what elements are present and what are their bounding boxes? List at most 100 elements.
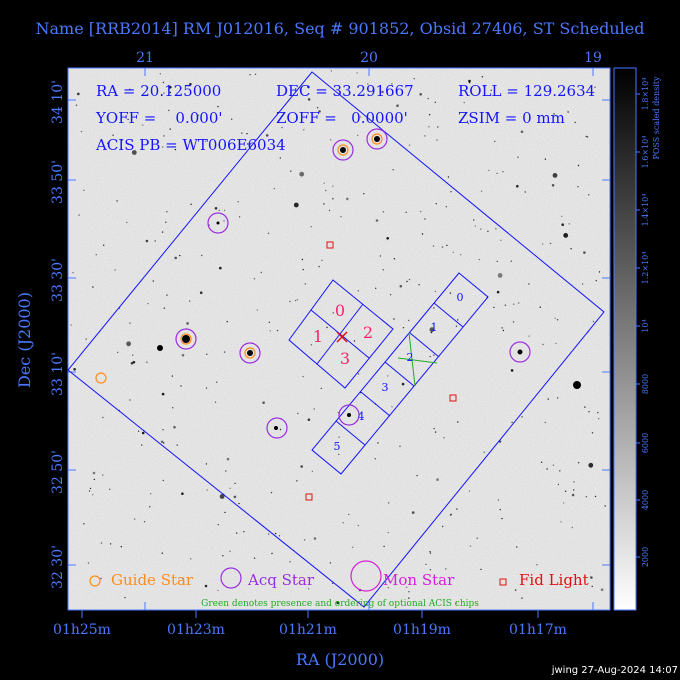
background-star <box>499 508 501 511</box>
background-star <box>551 184 555 187</box>
background-star <box>152 280 154 282</box>
background-star <box>494 140 496 143</box>
background-star <box>301 258 304 261</box>
colorbar-tick-5: 1.2×10⁴ <box>641 252 650 285</box>
background-star <box>476 537 478 539</box>
background-star <box>154 240 156 242</box>
background-star <box>318 110 321 113</box>
background-star <box>357 290 359 292</box>
background-stars <box>70 70 606 605</box>
background-star <box>594 495 597 498</box>
info-dec: DEC = 33.291667 <box>276 82 414 100</box>
background-star <box>381 90 384 94</box>
background-star <box>363 193 365 195</box>
background-star <box>217 589 219 592</box>
background-star <box>511 421 513 424</box>
background-star <box>303 539 306 541</box>
background-star <box>460 254 462 256</box>
background-star <box>597 411 599 414</box>
top-tick-19: 19 <box>584 50 602 66</box>
background-star <box>302 375 304 378</box>
background-star <box>419 210 422 213</box>
background-star <box>436 139 438 141</box>
background-star <box>468 490 471 492</box>
bright-star <box>374 136 380 142</box>
background-star <box>83 523 85 525</box>
background-star <box>231 118 233 120</box>
background-star <box>162 429 164 431</box>
background-star <box>262 401 265 405</box>
background-star <box>131 150 137 155</box>
legend-fid-label: Fid Light <box>519 571 589 589</box>
background-star <box>302 268 304 271</box>
aimpoint-marker <box>336 331 348 343</box>
background-star <box>325 189 327 192</box>
background-star <box>217 105 219 108</box>
background-star <box>161 392 165 396</box>
background-star <box>573 481 575 483</box>
background-star <box>490 89 492 92</box>
background-star <box>564 490 567 492</box>
background-star <box>310 226 312 228</box>
bright-star <box>182 335 190 343</box>
background-star <box>427 97 429 100</box>
background-star <box>428 114 431 116</box>
background-star <box>392 169 394 171</box>
background-star <box>443 437 445 439</box>
background-star <box>318 265 320 268</box>
background-star <box>205 463 208 465</box>
background-star <box>92 286 94 288</box>
colorbar-tick-2: 6000 <box>641 433 650 453</box>
background-star <box>133 518 136 520</box>
background-star <box>186 322 189 325</box>
background-star <box>447 176 450 178</box>
background-star <box>433 307 435 309</box>
x-axis-label: RA (J2000) <box>296 650 384 669</box>
background-star <box>214 401 217 403</box>
background-star <box>163 92 165 94</box>
background-star <box>547 398 549 400</box>
background-star <box>387 375 389 377</box>
background-star <box>450 191 452 193</box>
acis-i-chip-label-3: 3 <box>340 349 350 368</box>
background-star <box>173 425 176 429</box>
background-star <box>72 272 74 274</box>
background-star <box>430 331 433 334</box>
bottom-tick-4: 01h17m <box>509 622 567 638</box>
background-star <box>510 260 512 262</box>
background-star <box>468 82 471 84</box>
background-star <box>546 468 548 470</box>
background-star <box>226 320 228 323</box>
background-star <box>161 552 163 554</box>
background-star <box>159 73 161 75</box>
background-star <box>169 91 172 94</box>
background-star <box>279 157 281 159</box>
background-star <box>316 107 319 109</box>
background-star <box>116 200 118 202</box>
background-star <box>190 558 192 560</box>
background-star <box>100 542 103 544</box>
background-star <box>518 302 520 304</box>
background-star <box>555 342 557 345</box>
background-star <box>70 324 72 326</box>
background-star <box>512 321 515 323</box>
background-star <box>274 532 277 535</box>
bright-star <box>573 381 581 389</box>
background-star <box>374 458 376 460</box>
background-star <box>562 502 565 504</box>
background-star <box>189 300 191 302</box>
background-star <box>560 521 562 523</box>
background-star <box>85 338 87 340</box>
background-star <box>214 207 218 210</box>
background-star <box>598 418 600 420</box>
background-star <box>321 259 323 262</box>
bottom-tick-3: 01h19m <box>393 622 451 638</box>
left-tick-2: 33 30' <box>50 258 66 302</box>
background-star <box>510 369 514 372</box>
plot-frame <box>67 67 611 611</box>
background-star <box>377 442 379 444</box>
background-star <box>260 271 262 274</box>
background-star <box>149 506 151 508</box>
background-star <box>205 387 208 389</box>
background-star <box>313 537 317 540</box>
